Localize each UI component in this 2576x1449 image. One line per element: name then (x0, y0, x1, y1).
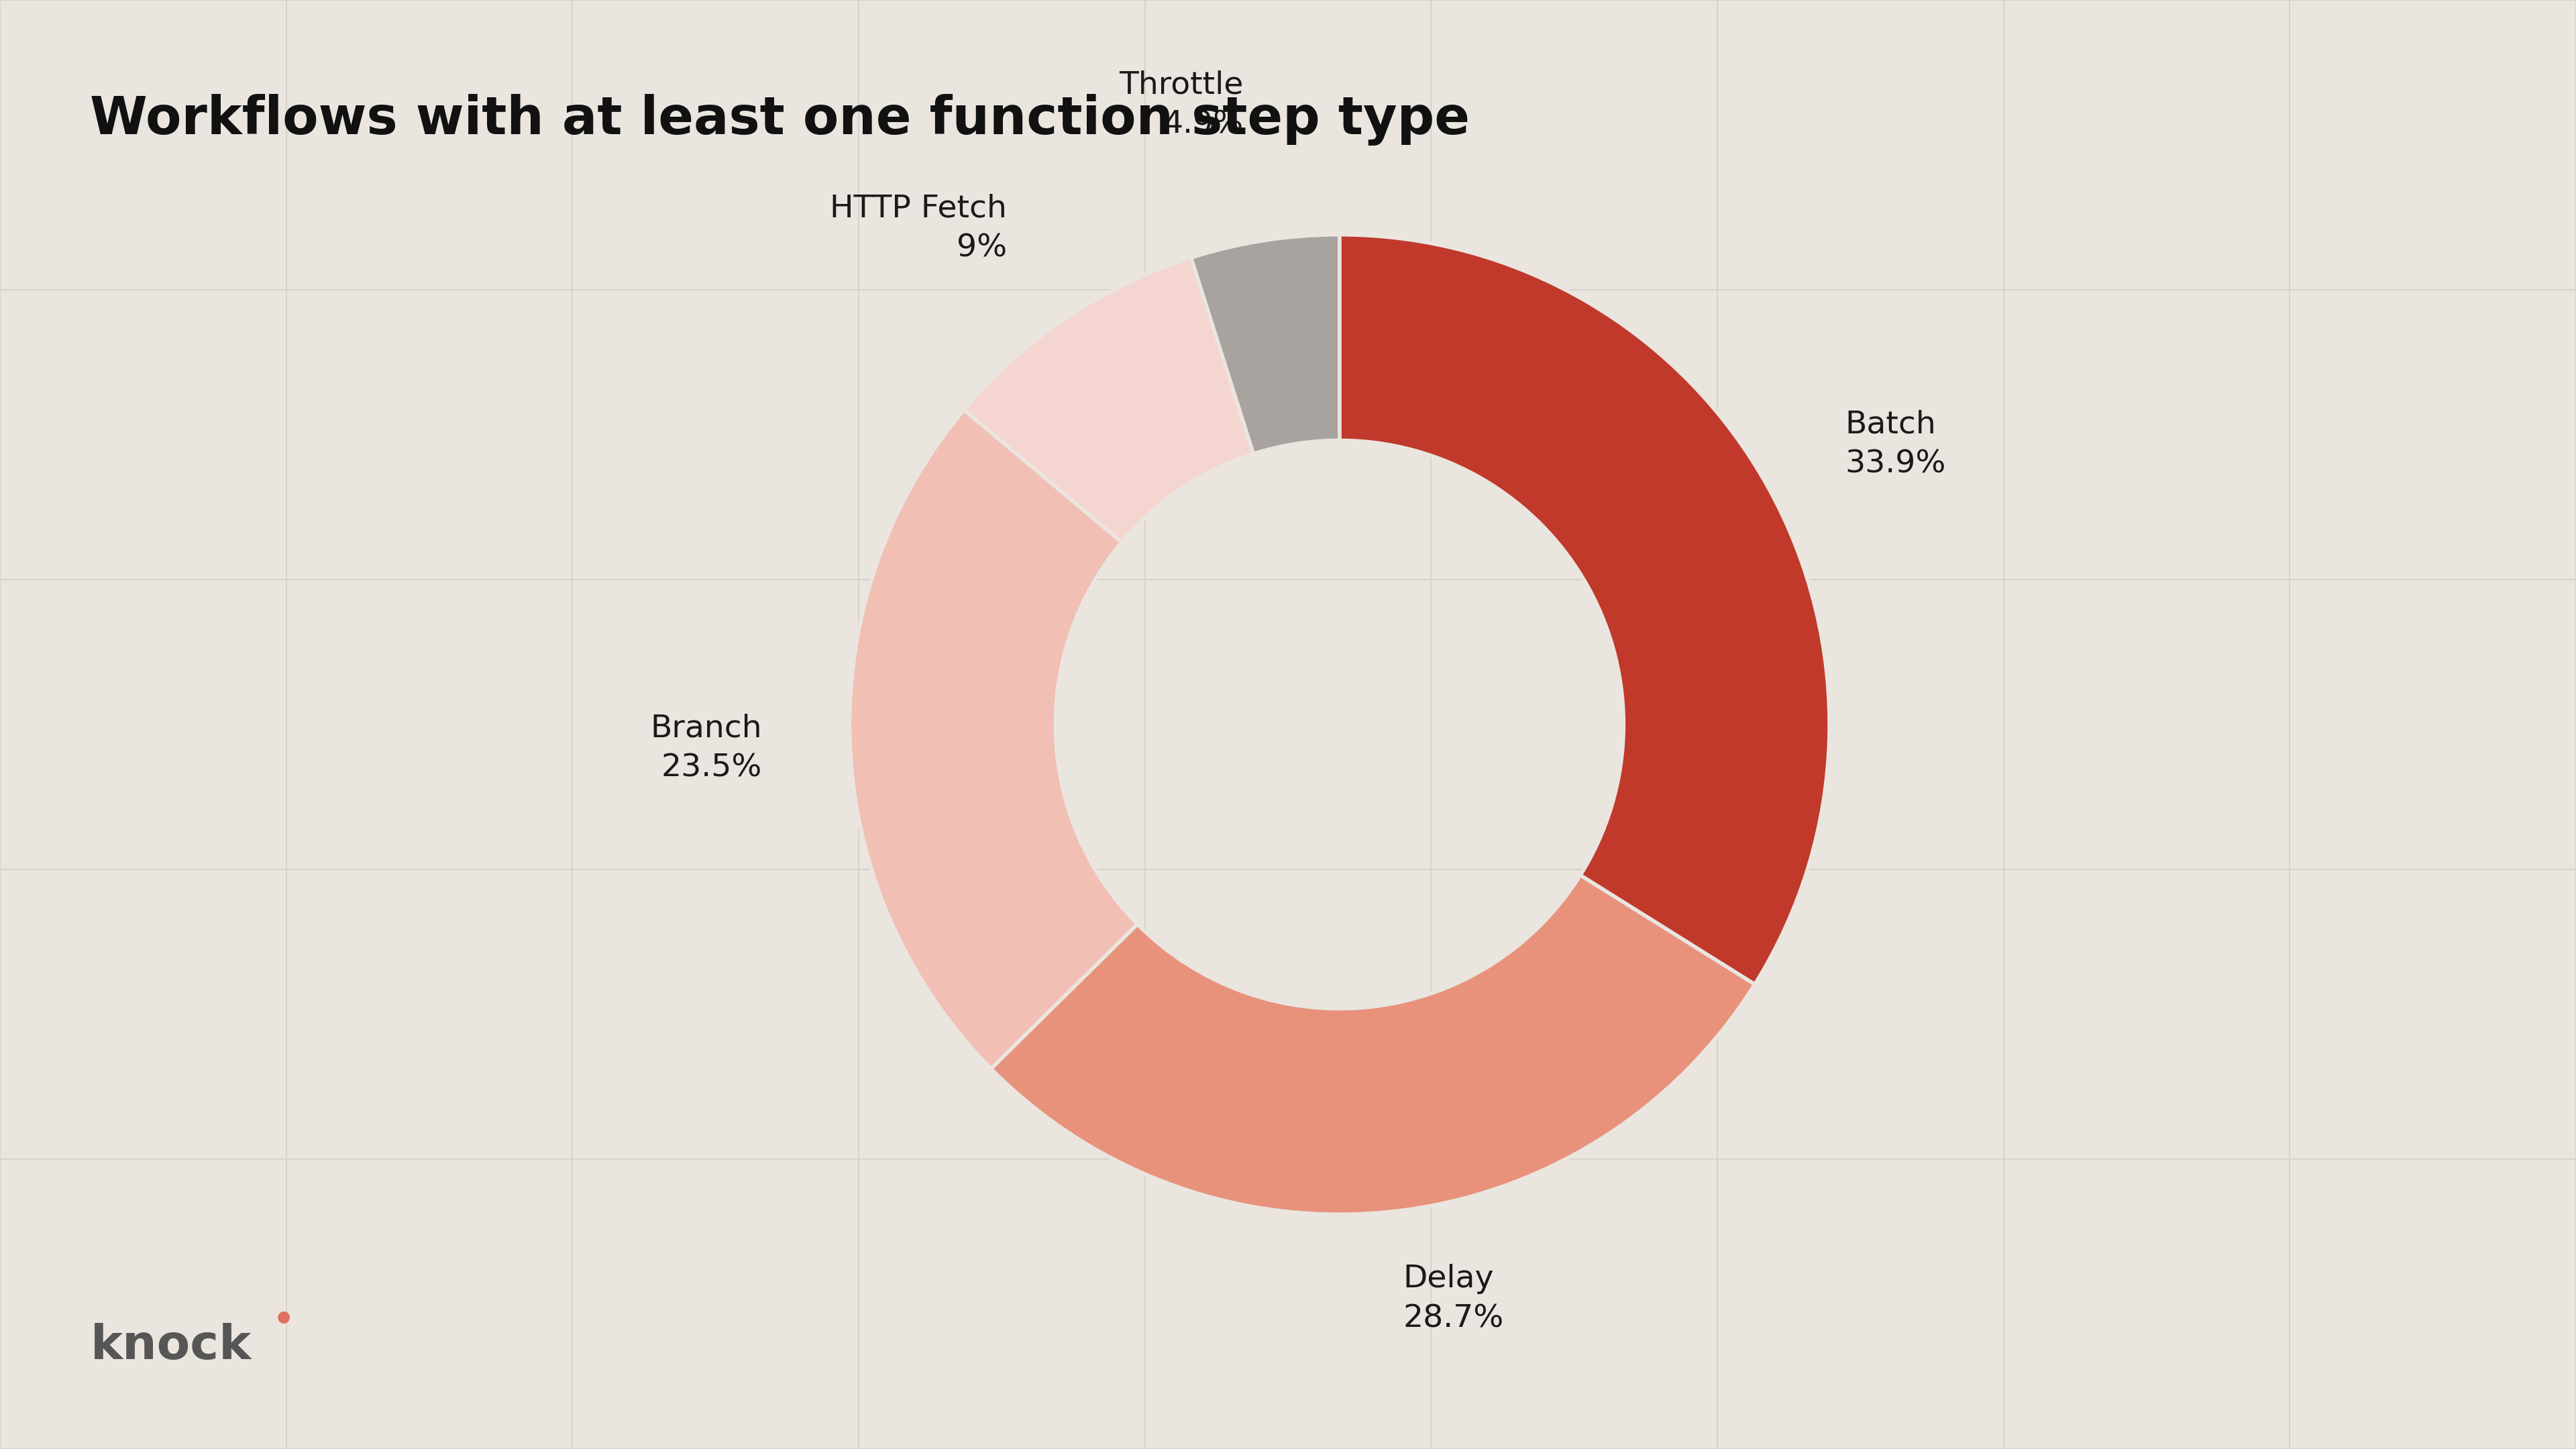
Text: •: • (273, 1304, 294, 1337)
Wedge shape (1190, 235, 1340, 454)
Text: Throttle
4.9%: Throttle 4.9% (1118, 70, 1244, 139)
Wedge shape (850, 410, 1139, 1069)
Text: HTTP Fetch
9%: HTTP Fetch 9% (829, 193, 1007, 264)
Wedge shape (963, 258, 1255, 542)
Text: Delay
28.7%: Delay 28.7% (1404, 1264, 1504, 1335)
Text: knock: knock (90, 1323, 252, 1369)
Wedge shape (1340, 235, 1829, 984)
Text: Batch
33.9%: Batch 33.9% (1844, 410, 1945, 480)
Text: Branch
23.5%: Branch 23.5% (649, 713, 762, 782)
Text: Workflows with at least one function step type: Workflows with at least one function ste… (90, 94, 1471, 146)
Wedge shape (992, 875, 1754, 1214)
